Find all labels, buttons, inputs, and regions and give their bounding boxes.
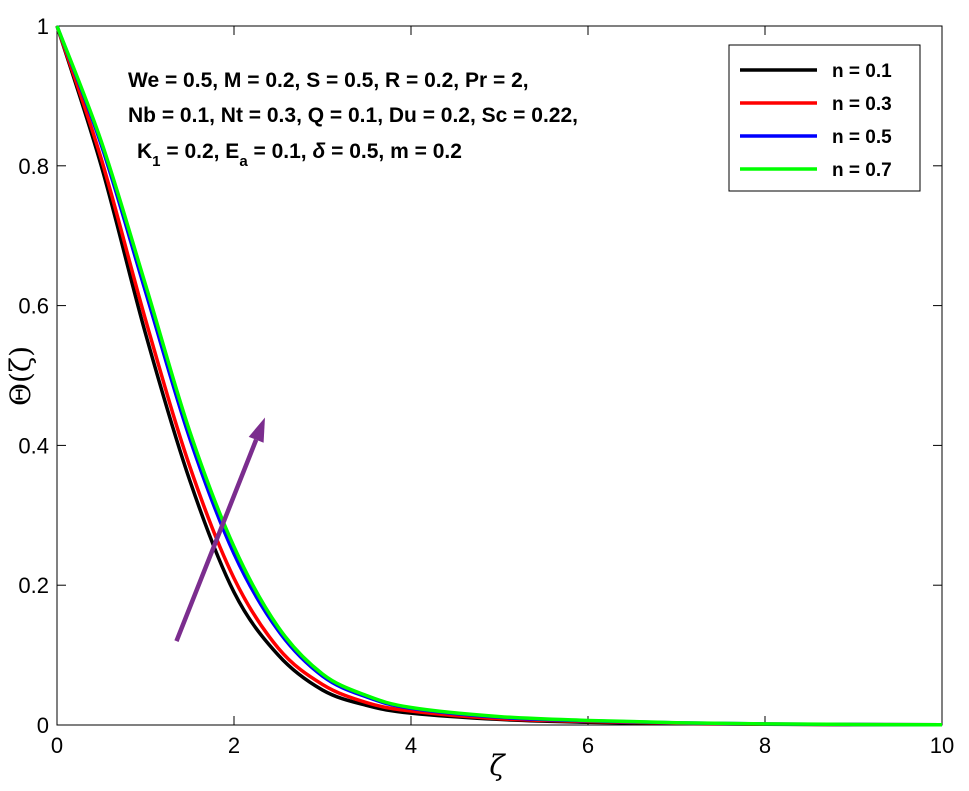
k-symbol: K [137, 140, 152, 163]
series-line-4 [55, 25, 943, 727]
e-value: = 0.1, [248, 140, 313, 163]
arrow-head [248, 417, 265, 443]
k-value: = 0.2, E [161, 140, 240, 163]
annotation-line-3: K1 = 0.2, Ea = 0.1, δ = 0.5, m = 0.2 [137, 140, 462, 170]
legend-label-2: n = 0.3 [832, 94, 892, 115]
series-lines [55, 25, 943, 727]
y-tick-label: 0 [37, 713, 49, 738]
y-tick-label: 0.8 [18, 154, 49, 179]
x-tick-label: 6 [582, 733, 594, 758]
annotation-line-1: We = 0.5, M = 0.2, S = 0.5, R = 0.2, Pr … [128, 69, 529, 92]
y-tick-label: 0.6 [18, 294, 49, 319]
x-tick-label: 4 [405, 733, 417, 758]
x-axis-label: ζ [489, 749, 506, 782]
y-tick-label: 0.2 [18, 573, 49, 598]
rest-values: = 0.5, m = 0.2 [325, 140, 462, 163]
y-axis-label: Θ(ζ) [4, 346, 37, 406]
parameter-annotation: We = 0.5, M = 0.2, S = 0.5, R = 0.2, Pr … [128, 69, 578, 170]
legend-label-3: n = 0.5 [832, 127, 892, 148]
legend: n = 0.1 n = 0.3 n = 0.5 n = 0.7 [728, 44, 921, 192]
y-tick-label: 0.4 [18, 433, 49, 458]
x-tick-label: 10 [930, 733, 954, 758]
x-tick-label: 2 [228, 733, 240, 758]
legend-label-4: n = 0.7 [832, 160, 892, 181]
arrow-shaft [174, 438, 259, 642]
trend-arrow [174, 417, 265, 642]
e-subscript: a [239, 153, 248, 170]
x-tick-label: 0 [51, 733, 63, 758]
axes: 0 2 4 6 8 10 0 0.2 0.4 0.6 0.8 1 [18, 14, 954, 758]
x-tick-label: 8 [759, 733, 771, 758]
y-tick-label: 1 [37, 14, 49, 39]
plot-frame [56, 25, 943, 726]
annotation-line-2: Nb = 0.1, Nt = 0.3, Q = 0.1, Du = 0.2, S… [128, 104, 578, 127]
k-subscript: 1 [152, 153, 160, 170]
delta-symbol: δ [312, 140, 325, 163]
legend-label-1: n = 0.1 [832, 61, 892, 82]
